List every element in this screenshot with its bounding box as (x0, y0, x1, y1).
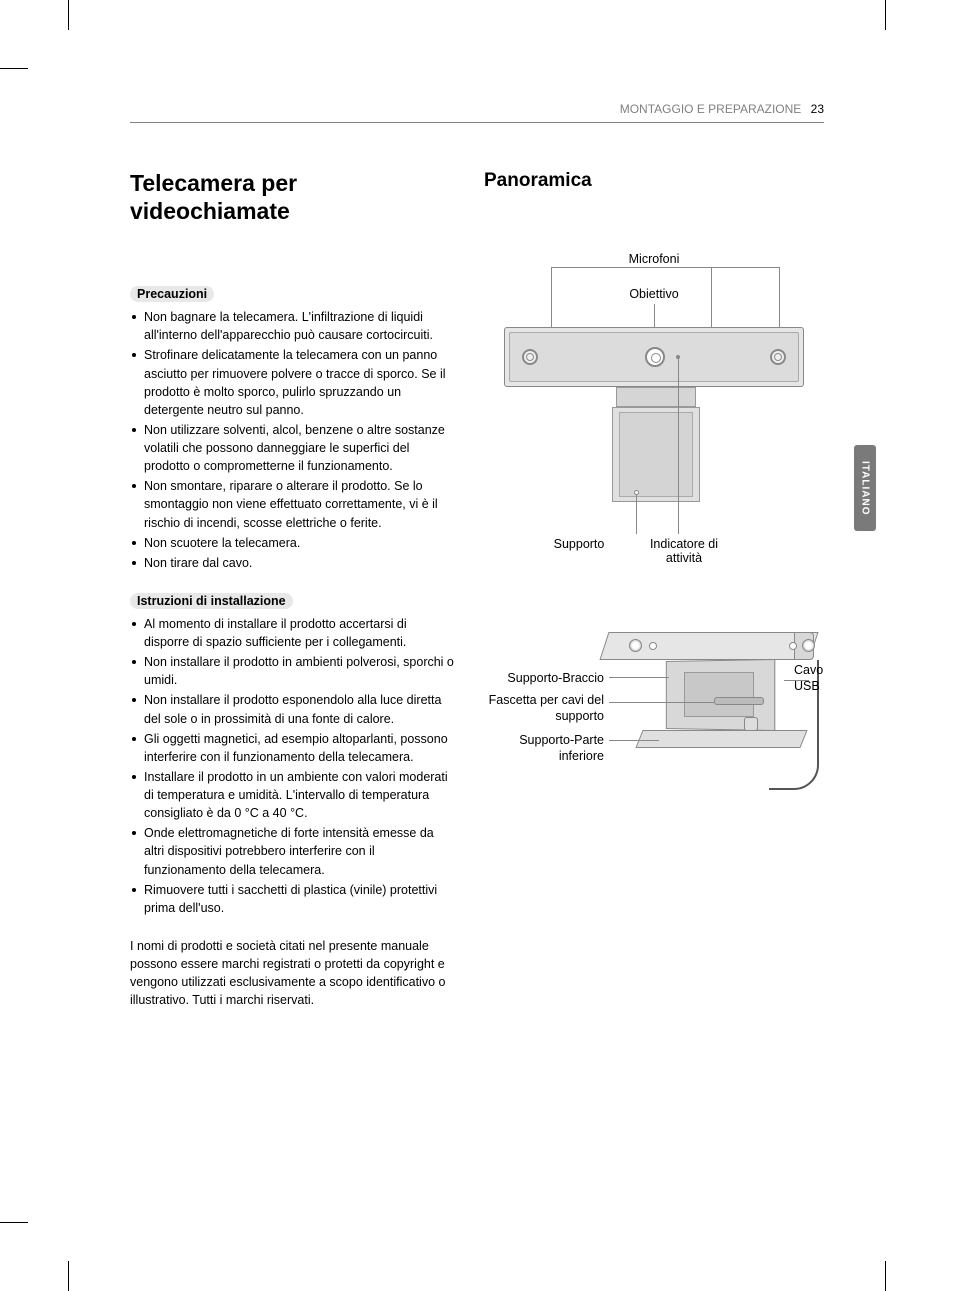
left-column: Telecamera per videochiamate Precauzioni… (130, 170, 454, 1009)
leader-line (784, 680, 809, 681)
main-heading: Telecamera per videochiamate (130, 170, 454, 225)
label-usb-cable: Cavo USB (794, 662, 844, 695)
leader-line (609, 677, 669, 678)
list-item: Onde elettromagnetiche di forte intensit… (132, 824, 454, 878)
arm-hole-icon (744, 717, 758, 731)
leader-line (609, 702, 714, 703)
arm-slot-icon (684, 672, 754, 717)
list-item: Gli oggetti magnetici, ad esempio altopa… (132, 730, 454, 766)
label-stand: Supporto (544, 537, 614, 551)
list-item: Non installare il prodotto in ambienti p… (132, 653, 454, 689)
instructions-list: Al momento di installare il prodotto acc… (130, 615, 454, 917)
side-hole-icon (649, 642, 657, 650)
list-item: Non scuotere la telecamera. (132, 534, 454, 552)
list-item: Non tirare dal cavo. (132, 554, 454, 572)
diagram-side-view: Supporto-Braccio Fascetta per cavi del s… (484, 622, 824, 852)
leader-line (609, 740, 659, 741)
label-cable-tie: Fascetta per cavi del supporto (474, 692, 604, 725)
list-item: Strofinare delicatamente la telecamera c… (132, 346, 454, 419)
crop-mark (68, 0, 69, 30)
stand-inner-icon (619, 412, 693, 497)
page-number: 23 (811, 102, 824, 116)
microphone-icon (522, 349, 538, 365)
crop-mark (0, 68, 28, 69)
page-header: MONTAGGIO E PREPARAZIONE 23 (130, 102, 824, 123)
list-item: Non smontare, riparare o alterare il pro… (132, 477, 454, 531)
cable-tie-icon (714, 697, 764, 705)
page-content: Telecamera per videochiamate Precauzioni… (130, 170, 824, 1009)
label-microphones: Microfoni (614, 252, 694, 266)
label-arm: Supporto-Braccio (474, 670, 604, 686)
leader-line (551, 267, 711, 268)
side-hole-icon (629, 639, 642, 652)
panoramica-heading: Panoramica (484, 170, 824, 192)
language-tab: ITALIANO (854, 445, 876, 531)
list-item: Rimuovere tutti i sacchetti di plastica … (132, 881, 454, 917)
precautions-list: Non bagnare la telecamera. L'infiltrazio… (130, 308, 454, 572)
crop-mark (0, 1222, 28, 1223)
label-activity-led: Indicatore di attività (639, 537, 729, 565)
crop-mark (68, 1261, 69, 1291)
instructions-heading: Istruzioni di installazione (130, 593, 293, 609)
side-hole-icon (802, 639, 815, 652)
trademark-note: I nomi di prodotti e società citati nel … (130, 937, 454, 1010)
hinge-icon (616, 387, 696, 407)
label-base: Supporto-Parte inferiore (474, 732, 604, 765)
precautions-heading: Precauzioni (130, 286, 214, 302)
crop-mark (885, 1261, 886, 1291)
list-item: Installare il prodotto in un ambiente co… (132, 768, 454, 822)
leader-line (711, 267, 779, 268)
lens-icon (645, 347, 665, 367)
leader-line (636, 494, 637, 534)
section-name: MONTAGGIO E PREPARAZIONE (620, 102, 802, 116)
leader-line (678, 358, 679, 534)
list-item: Al momento di installare il prodotto acc… (132, 615, 454, 651)
label-lens: Obiettivo (619, 287, 689, 301)
list-item: Non bagnare la telecamera. L'infiltrazio… (132, 308, 454, 344)
diagram-front-view: Microfoni Obiettivo Supporto (484, 262, 824, 602)
crop-mark (885, 0, 886, 30)
side-hole-icon (789, 642, 797, 650)
right-column: Panoramica Microfoni Obiettivo (484, 170, 824, 1009)
list-item: Non installare il prodotto esponendolo a… (132, 691, 454, 727)
microphone-icon (770, 349, 786, 365)
list-item: Non utilizzare solventi, alcol, benzene … (132, 421, 454, 475)
